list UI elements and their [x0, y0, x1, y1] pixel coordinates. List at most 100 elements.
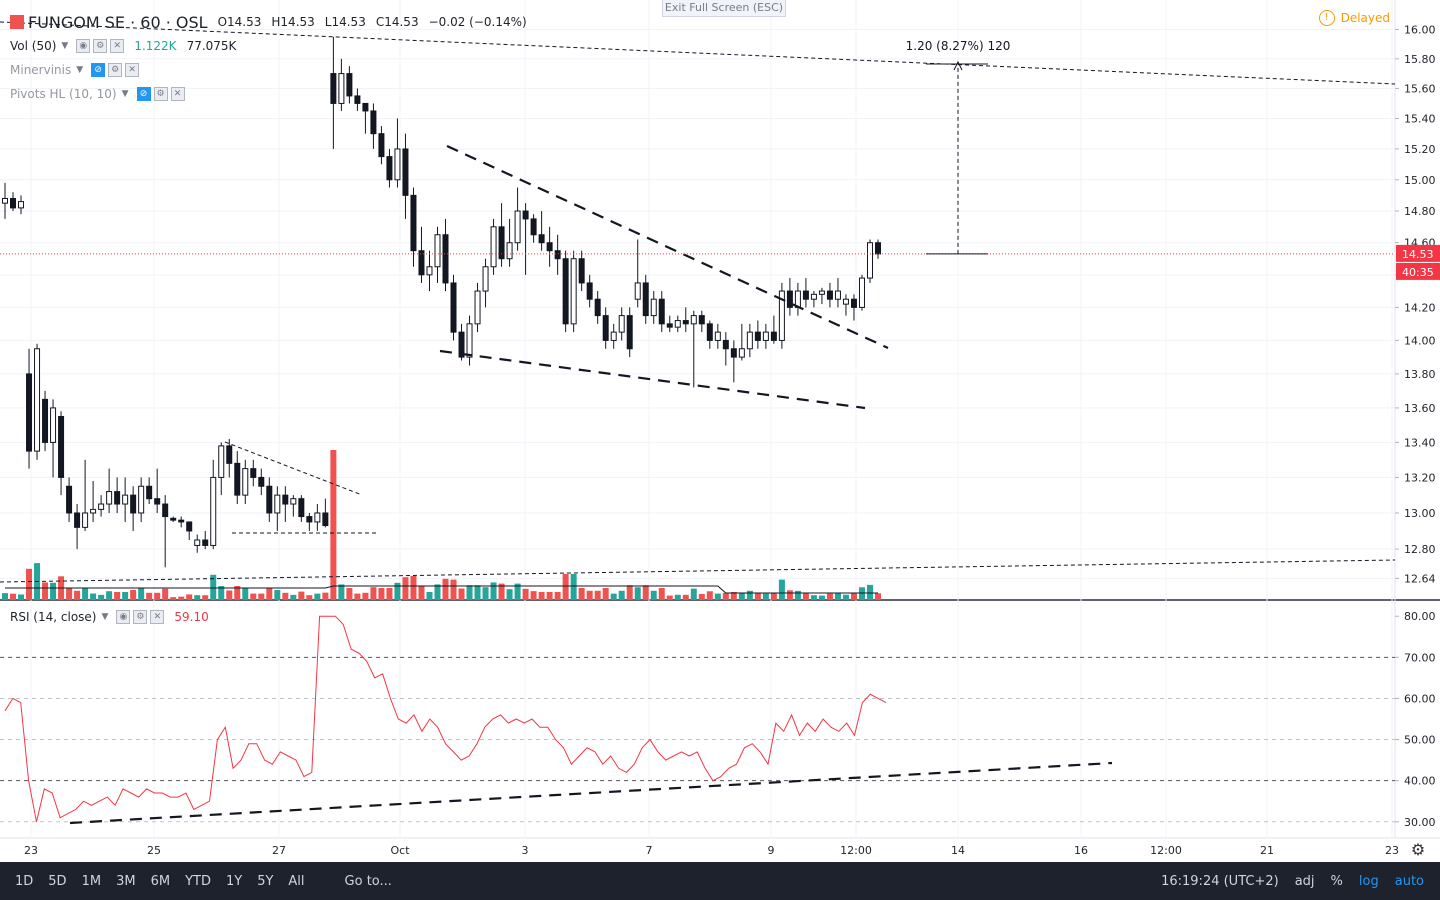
volume-bar — [146, 592, 153, 600]
symbol-flag-icon — [10, 15, 24, 29]
candle-body — [642, 282, 649, 317]
volume-bar — [154, 592, 161, 600]
volume-bar — [466, 585, 473, 600]
candle-body — [826, 290, 833, 300]
y-tick-label: 13.20 — [1404, 471, 1436, 484]
indicator-name-volume[interactable]: Vol (50) — [10, 39, 57, 53]
timeframe-button-1y[interactable]: 1Y — [225, 873, 243, 889]
volume-bar — [682, 594, 689, 600]
gear-icon[interactable]: ⚙ — [93, 39, 108, 53]
candle-body — [618, 315, 625, 333]
timeframe-button-6m[interactable]: 6M — [150, 873, 171, 889]
chevron-down-icon[interactable]: ▼ — [121, 89, 129, 99]
chevron-down-icon[interactable]: ▼ — [101, 612, 109, 622]
volume-bar — [210, 574, 217, 600]
candle-body — [130, 494, 137, 514]
candle-body — [362, 102, 369, 112]
eye-icon[interactable]: ◉ — [116, 610, 131, 624]
gear-icon[interactable]: ⚙ — [133, 610, 148, 624]
volume-bar — [834, 593, 841, 600]
volume-bar — [794, 590, 801, 600]
gear-icon[interactable]: ⚙ — [153, 87, 168, 101]
volume-bar — [618, 590, 625, 600]
log-toggle[interactable]: log — [1358, 873, 1379, 889]
volume-bar — [378, 588, 385, 600]
volume-bar — [458, 588, 465, 600]
volume-bar — [730, 592, 737, 600]
candle-body — [154, 498, 161, 505]
timeframe-button-all[interactable]: All — [288, 873, 305, 889]
adj-toggle[interactable]: adj — [1294, 873, 1315, 889]
timeframe-button-ytd[interactable]: YTD — [185, 873, 211, 889]
volume-bar — [570, 574, 577, 600]
symbol-label[interactable]: FUNGOM SE · 60 · OSL — [28, 12, 208, 32]
candle-body — [402, 148, 409, 196]
y-tick-label: 12.64 — [1404, 572, 1436, 585]
timeframe-button-1m[interactable]: 1M — [81, 873, 102, 889]
candle-body — [18, 201, 25, 209]
candle-body — [754, 331, 761, 341]
candle-body — [442, 234, 449, 284]
percent-toggle[interactable]: % — [1330, 873, 1343, 889]
indicator-name-pivots[interactable]: Pivots HL (10, 10) — [10, 87, 117, 101]
indicator-name-minervinis[interactable]: Minervinis — [10, 63, 72, 77]
timeframe-button-1d[interactable]: 1D — [15, 873, 34, 889]
y-tick-label: 14.80 — [1404, 205, 1436, 218]
volume-bar — [186, 594, 193, 600]
volume-bar — [658, 588, 665, 600]
candle-body — [266, 485, 273, 514]
eye-off-icon[interactable]: ⊘ — [91, 63, 106, 77]
goto-button[interactable]: Go to... — [344, 873, 392, 889]
candle-body — [114, 491, 121, 505]
timeframe-button-3m[interactable]: 3M — [116, 873, 136, 889]
candle-body — [74, 512, 81, 528]
candle-body — [90, 508, 97, 514]
volume-bar — [762, 593, 769, 600]
eye-off-icon[interactable]: ⊘ — [136, 87, 151, 101]
volume-bar — [90, 593, 97, 600]
close-icon[interactable]: ✕ — [170, 87, 185, 101]
volume-bar — [10, 593, 17, 600]
chart-settings-gear-icon[interactable]: ⚙ — [1410, 840, 1426, 859]
volume-bar — [274, 590, 281, 600]
y-tick-label: 15.60 — [1404, 82, 1436, 95]
volume-bar — [818, 595, 825, 600]
exit-fullscreen-banner[interactable]: Exit Full Screen (ESC) — [662, 0, 786, 17]
clock-time[interactable]: 16:19:24 (UTC+2) — [1161, 873, 1279, 889]
rsi-name[interactable]: RSI (14, close) — [10, 610, 97, 624]
candle-body — [850, 298, 857, 308]
close-icon[interactable]: ✕ — [150, 610, 165, 624]
candle-body — [706, 323, 713, 341]
candle-body — [562, 258, 569, 325]
countdown-tag — [1396, 262, 1440, 280]
x-tick-label: 7 — [646, 844, 653, 857]
delayed-badge[interactable]: ! Delayed — [1318, 10, 1390, 26]
eye-icon[interactable]: ◉ — [76, 39, 91, 53]
x-tick-label: 27 — [272, 844, 286, 857]
close-icon[interactable]: ✕ — [125, 63, 140, 77]
volume-bar — [234, 586, 241, 600]
candle-body — [594, 298, 601, 317]
gear-icon[interactable]: ⚙ — [108, 63, 123, 77]
candle-body — [82, 512, 89, 528]
auto-toggle[interactable]: auto — [1394, 873, 1424, 889]
chart-canvas[interactable]: 23 25 27 Oct 3 7 9 12:00 14 16 12:00 21 23 16.00 15.80… — [0, 0, 1440, 862]
close-icon[interactable]: ✕ — [110, 39, 125, 53]
volume-bar — [306, 595, 313, 600]
chevron-down-icon[interactable]: ▼ — [76, 65, 84, 75]
symbol-row: FUNGOM SE · 60 · OSL O 14.53 H 14.53 L 14.5… — [10, 10, 527, 34]
volume-bar — [338, 584, 345, 600]
volume-bar — [66, 588, 73, 600]
timeframe-button-5y[interactable]: 5Y — [257, 873, 274, 889]
candle-body — [458, 331, 465, 358]
y-tick-label: 12.80 — [1404, 543, 1436, 556]
candle-body — [538, 234, 545, 244]
x-tick-label: 12:00 — [840, 844, 872, 857]
candle-body — [306, 516, 313, 523]
candle-body — [34, 348, 41, 452]
candle-body — [226, 445, 233, 464]
volume-bar — [698, 593, 705, 600]
chevron-down-icon[interactable]: ▼ — [61, 41, 69, 51]
candle-body — [714, 331, 721, 341]
timeframe-button-5d[interactable]: 5D — [48, 873, 67, 889]
